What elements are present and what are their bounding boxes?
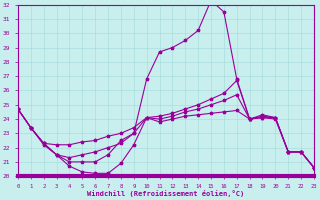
X-axis label: Windchill (Refroidissement éolien,°C): Windchill (Refroidissement éolien,°C) [87,190,244,197]
